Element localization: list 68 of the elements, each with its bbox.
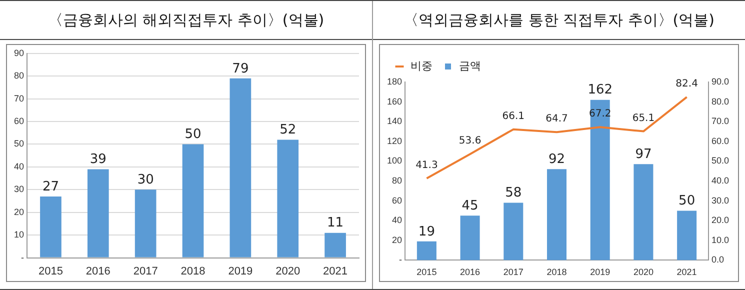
- data-label: 50: [184, 127, 202, 142]
- chart-title: 〈금융회사의 해외직접투자 추이〉(억불): [0, 1, 372, 40]
- data-label: 97: [635, 147, 652, 162]
- y-tick-label: -: [21, 252, 24, 262]
- y-tick-label: 80: [14, 70, 24, 81]
- data-label: 65.1: [632, 112, 655, 124]
- data-label: 19: [418, 224, 435, 240]
- y-tick-label: 20: [392, 234, 402, 245]
- y2-tick-label: 70.0: [711, 116, 730, 126]
- y2-tick-label: 80.0: [711, 96, 730, 106]
- data-label: 45: [462, 198, 478, 214]
- chart-title: 〈역외금융회사를 통한 직접투자 추이〉(억불): [373, 1, 745, 40]
- y-tick-label: 80: [392, 175, 402, 186]
- y-tick-label: 40: [392, 215, 402, 226]
- y-tick-label: 120: [386, 136, 402, 146]
- data-label: 50: [678, 194, 696, 209]
- x-tick-label: 2021: [323, 265, 348, 278]
- data-label: 11: [327, 216, 344, 231]
- x-tick-label: 2019: [590, 267, 610, 278]
- data-label: 53.6: [458, 136, 482, 147]
- y2-tick-label: 30.0: [711, 195, 730, 206]
- data-label: 41.3: [416, 160, 438, 172]
- y-tick-label: -: [399, 254, 402, 265]
- data-label: 52: [280, 122, 296, 138]
- y-tick-label: 70: [14, 93, 24, 104]
- x-tick-label: 2018: [546, 267, 567, 278]
- y2-tick-label: 20.0: [711, 215, 730, 226]
- data-label: 58: [505, 186, 522, 201]
- x-tick-label: 2020: [633, 267, 654, 278]
- x-tick-label: 2016: [86, 265, 110, 278]
- x-tick-label: 2017: [503, 267, 524, 278]
- legend-label: 비중: [410, 60, 432, 73]
- x-tick-label: 2017: [133, 265, 158, 278]
- x-tick-label: 2019: [228, 265, 253, 278]
- data-label: 82.4: [676, 78, 698, 90]
- y-tick-label: 50: [14, 138, 24, 149]
- x-tick-label: 2016: [460, 267, 480, 278]
- data-label: 79: [232, 61, 249, 76]
- data-label: 39: [90, 152, 106, 168]
- x-tick-label: 2021: [676, 267, 697, 278]
- y2-tick-label: 90.0: [711, 76, 730, 86]
- y-tick-label: 20: [14, 206, 24, 217]
- y2-tick-label: 40.0: [711, 175, 730, 186]
- y-tick-label: 60: [14, 116, 24, 126]
- data-label: 64.7: [546, 114, 568, 125]
- x-tick-label: 2020: [276, 265, 300, 278]
- data-label: 92: [548, 152, 566, 167]
- y-tick-label: 90: [14, 48, 24, 58]
- y2-tick-label: 10.0: [711, 234, 730, 245]
- y-tick-label: 180: [386, 76, 402, 86]
- data-label: 66.1: [502, 110, 525, 122]
- y-tick-label: 60: [392, 195, 402, 206]
- y-tick-label: 100: [386, 156, 402, 166]
- y2-tick-label: 0.0: [711, 254, 724, 265]
- y2-tick-label: 50.0: [711, 156, 730, 166]
- data-label: 162: [588, 82, 613, 98]
- y2-tick-label: 60.0: [711, 136, 730, 146]
- y-tick-label: 160: [386, 96, 402, 106]
- y-tick-label: 10: [14, 230, 24, 240]
- x-tick-label: 2015: [38, 265, 63, 278]
- legend-label: 금액: [459, 60, 481, 73]
- y-tick-label: 40: [14, 161, 24, 172]
- x-tick-label: 2015: [416, 267, 437, 278]
- data-label: 27: [42, 179, 59, 194]
- y-tick-label: 30: [14, 184, 24, 194]
- y-tick-label: 140: [386, 116, 402, 126]
- x-tick-label: 2018: [180, 265, 206, 278]
- data-label: 30: [137, 172, 154, 188]
